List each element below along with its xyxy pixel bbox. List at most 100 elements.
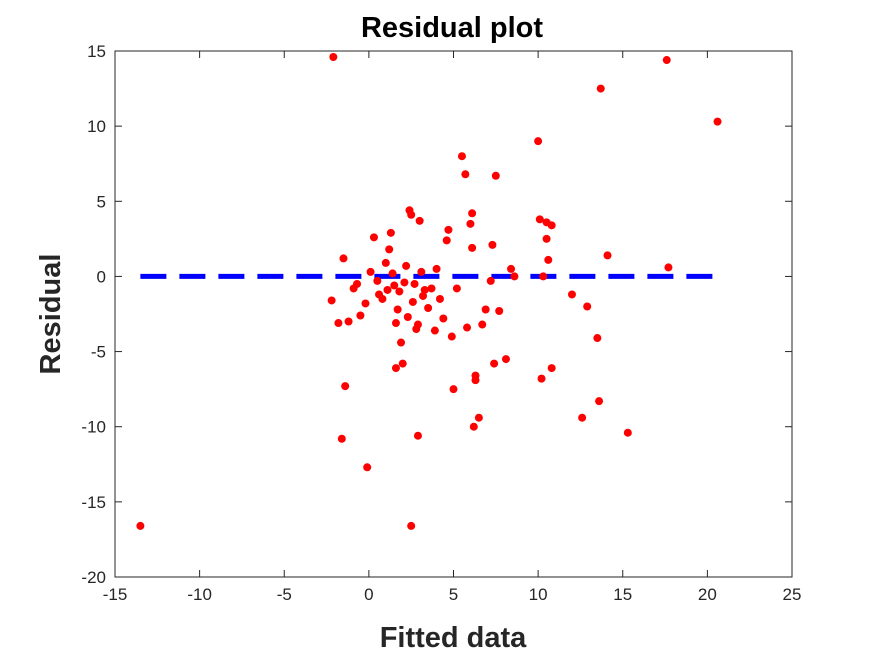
y-axis-label: Residual bbox=[35, 254, 67, 375]
data-point bbox=[388, 269, 397, 278]
data-point bbox=[495, 306, 504, 315]
data-point bbox=[542, 234, 551, 243]
data-point bbox=[136, 521, 145, 530]
plot-area bbox=[114, 50, 793, 578]
data-point bbox=[468, 209, 477, 218]
data-point bbox=[339, 254, 348, 263]
data-point bbox=[427, 284, 436, 293]
data-point bbox=[457, 152, 466, 161]
data-point bbox=[391, 364, 400, 373]
data-point bbox=[544, 255, 553, 264]
y-tick-label: 5 bbox=[97, 192, 106, 211]
data-point bbox=[491, 171, 500, 180]
data-point bbox=[419, 291, 428, 300]
data-point bbox=[356, 311, 365, 320]
data-point bbox=[327, 296, 336, 305]
data-point bbox=[713, 117, 722, 126]
data-point bbox=[385, 245, 394, 254]
data-point bbox=[578, 413, 587, 422]
data-point bbox=[383, 285, 392, 294]
data-points-layer bbox=[136, 53, 722, 530]
data-point bbox=[593, 334, 602, 343]
data-point bbox=[369, 233, 378, 242]
data-point bbox=[463, 323, 472, 332]
data-point bbox=[534, 137, 543, 146]
data-point bbox=[334, 319, 343, 328]
data-point bbox=[623, 428, 632, 437]
data-point bbox=[449, 385, 458, 394]
data-point bbox=[603, 251, 612, 260]
data-point bbox=[410, 279, 419, 288]
data-point bbox=[501, 355, 510, 364]
data-point bbox=[474, 413, 483, 422]
data-point bbox=[430, 326, 439, 335]
y-tick-label: -5 bbox=[91, 343, 106, 362]
data-point bbox=[471, 376, 480, 385]
data-point bbox=[373, 276, 382, 285]
data-point bbox=[537, 374, 546, 383]
data-point bbox=[439, 314, 448, 323]
data-point bbox=[662, 56, 671, 65]
y-tick-label: -20 bbox=[81, 568, 106, 587]
data-point bbox=[329, 53, 338, 62]
data-point bbox=[417, 267, 426, 276]
data-point bbox=[488, 240, 497, 249]
x-tick-label: 5 bbox=[449, 585, 458, 604]
data-point bbox=[444, 225, 453, 234]
data-point bbox=[366, 267, 375, 276]
data-point bbox=[486, 276, 495, 285]
x-tick-label: -15 bbox=[103, 585, 128, 604]
data-point bbox=[539, 272, 548, 281]
x-tick-label: 20 bbox=[698, 585, 717, 604]
data-point bbox=[452, 284, 461, 293]
data-point bbox=[391, 319, 400, 328]
data-point bbox=[469, 422, 478, 431]
x-tick-label: 10 bbox=[529, 585, 548, 604]
data-point bbox=[381, 258, 390, 267]
data-point bbox=[353, 279, 362, 288]
data-point bbox=[363, 463, 372, 472]
data-point bbox=[407, 210, 416, 219]
data-point bbox=[432, 264, 441, 273]
data-point bbox=[547, 221, 556, 230]
data-point bbox=[403, 313, 412, 322]
data-point bbox=[341, 382, 350, 391]
data-point bbox=[361, 299, 370, 308]
data-point bbox=[390, 281, 399, 290]
data-point bbox=[395, 287, 404, 296]
data-point bbox=[407, 521, 416, 530]
data-point bbox=[583, 302, 592, 311]
data-point bbox=[567, 290, 576, 299]
x-tick-label: 25 bbox=[783, 585, 802, 604]
y-tick-label: 10 bbox=[87, 117, 106, 136]
data-point bbox=[595, 397, 604, 406]
y-tick-label: -10 bbox=[81, 418, 106, 437]
data-point bbox=[442, 236, 451, 245]
data-point bbox=[490, 359, 499, 368]
data-point bbox=[547, 364, 556, 373]
x-tick-label: 15 bbox=[613, 585, 632, 604]
data-point bbox=[397, 338, 406, 347]
data-point bbox=[413, 320, 422, 329]
data-point bbox=[393, 305, 402, 314]
data-point bbox=[468, 243, 477, 252]
data-point bbox=[447, 332, 456, 341]
y-tick-label: -15 bbox=[81, 493, 106, 512]
x-tick-label: -5 bbox=[277, 585, 292, 604]
data-point bbox=[344, 317, 353, 326]
data-point bbox=[402, 261, 411, 270]
data-point bbox=[424, 303, 433, 312]
data-point bbox=[535, 215, 544, 224]
x-tick-label: 0 bbox=[364, 585, 373, 604]
data-point bbox=[481, 305, 490, 314]
x-tick-label: -10 bbox=[187, 585, 212, 604]
y-tick-label: 15 bbox=[87, 42, 106, 61]
x-axis-label: Fitted data bbox=[380, 622, 527, 654]
data-point bbox=[400, 278, 409, 287]
data-point bbox=[413, 431, 422, 440]
data-point bbox=[415, 216, 424, 225]
y-tick-label: 0 bbox=[97, 267, 106, 286]
data-point bbox=[398, 359, 407, 368]
